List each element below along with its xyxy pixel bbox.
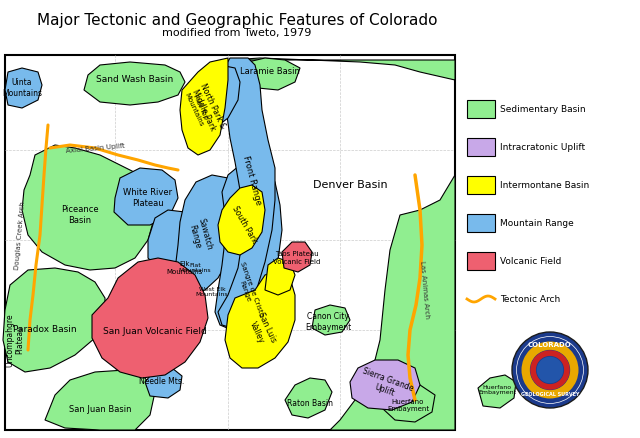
Text: Sawatch
Range: Sawatch Range: [186, 217, 214, 253]
Polygon shape: [175, 175, 238, 295]
Text: San Juan Volcanic Field: San Juan Volcanic Field: [103, 328, 207, 336]
Text: Intermontane Basin: Intermontane Basin: [500, 180, 589, 190]
Polygon shape: [230, 58, 455, 430]
Polygon shape: [218, 58, 275, 328]
Text: Douglas Creek Arch: Douglas Creek Arch: [14, 201, 26, 269]
Text: Flat Top
Mountains: Flat Top Mountains: [184, 89, 211, 127]
Polygon shape: [84, 62, 185, 105]
Polygon shape: [170, 260, 210, 298]
Polygon shape: [225, 270, 295, 368]
Polygon shape: [255, 285, 285, 318]
Polygon shape: [45, 370, 155, 430]
Polygon shape: [243, 58, 300, 90]
Polygon shape: [312, 305, 350, 335]
Circle shape: [537, 357, 563, 383]
Text: Huerfano
Embayment: Huerfano Embayment: [387, 399, 429, 411]
Polygon shape: [148, 210, 198, 270]
Polygon shape: [114, 168, 178, 225]
Text: modified from Tweto, 1979: modified from Tweto, 1979: [163, 28, 312, 38]
Text: Uinta
Mountains: Uinta Mountains: [2, 78, 42, 98]
Text: Sand Wash Basin: Sand Wash Basin: [97, 75, 173, 85]
Text: Raton Basin: Raton Basin: [287, 399, 333, 407]
Text: San Luis
Valley: San Luis Valley: [246, 311, 278, 349]
Bar: [467, 252, 495, 270]
Polygon shape: [382, 383, 435, 422]
Text: Mountain Range: Mountain Range: [500, 219, 573, 227]
Polygon shape: [478, 375, 516, 408]
Polygon shape: [22, 145, 155, 270]
Bar: [467, 100, 495, 118]
Wedge shape: [522, 342, 579, 399]
Polygon shape: [285, 378, 332, 418]
Text: GEOLOGICAL SURVEY: GEOLOGICAL SURVEY: [521, 392, 579, 397]
Polygon shape: [215, 162, 282, 330]
Polygon shape: [218, 185, 265, 255]
Text: Sangre de Cristo
Range: Sangre de Cristo Range: [232, 261, 264, 319]
Text: Denver Basin: Denver Basin: [313, 180, 387, 190]
Bar: [467, 214, 495, 232]
Text: Intracratonic Uplift: Intracratonic Uplift: [500, 142, 585, 152]
Bar: [467, 176, 495, 194]
Polygon shape: [190, 65, 240, 128]
Text: San Juan Basin: San Juan Basin: [68, 406, 131, 414]
Polygon shape: [265, 258, 295, 295]
Text: Canon City
Embayment: Canon City Embayment: [305, 312, 351, 332]
Text: Tectonic Arch: Tectonic Arch: [500, 294, 560, 304]
Text: Flat
Mountains: Flat Mountains: [179, 263, 211, 273]
Polygon shape: [282, 242, 312, 272]
Polygon shape: [350, 360, 420, 410]
Text: Uncompahgre
Plateau: Uncompahgre Plateau: [5, 313, 25, 367]
Text: Axial Basin Uplift: Axial Basin Uplift: [65, 142, 125, 154]
Text: Sedimentary Basin: Sedimentary Basin: [500, 105, 586, 113]
Text: Front Range: Front Range: [241, 154, 263, 206]
Text: Paradox Basin: Paradox Basin: [13, 325, 77, 335]
Text: Piceance
Basin: Piceance Basin: [61, 205, 99, 225]
Bar: [467, 138, 495, 156]
Text: Major Tectonic and Geographic Features of Colorado: Major Tectonic and Geographic Features o…: [36, 13, 437, 28]
Circle shape: [512, 332, 588, 408]
Text: Needle Mts.: Needle Mts.: [140, 378, 184, 386]
Text: Laramie Basin: Laramie Basin: [240, 67, 300, 77]
Text: Las Animas Arch: Las Animas Arch: [419, 261, 431, 319]
Text: North Park &
Middle Park: North Park & Middle Park: [189, 81, 227, 134]
Text: COLORADO: COLORADO: [528, 343, 572, 348]
Text: Volcanic Field: Volcanic Field: [500, 257, 561, 265]
Text: Huerfano
Embayment: Huerfano Embayment: [478, 385, 516, 396]
Polygon shape: [92, 258, 208, 378]
Text: Sierra Grande
Uplift: Sierra Grande Uplift: [358, 367, 414, 403]
Text: White River
Plateau: White River Plateau: [124, 188, 173, 208]
Text: West Elk
Mountains: West Elk Mountains: [196, 286, 228, 297]
Polygon shape: [180, 58, 228, 155]
Text: Elk
Mountains: Elk Mountains: [167, 261, 203, 275]
Text: Taos Plateau
Volcanic Field: Taos Plateau Volcanic Field: [273, 251, 321, 265]
Text: South Park: South Park: [231, 205, 259, 245]
Polygon shape: [145, 368, 182, 398]
Bar: [5, 55, 455, 430]
Polygon shape: [5, 68, 42, 108]
Polygon shape: [3, 268, 105, 372]
Wedge shape: [530, 350, 570, 390]
